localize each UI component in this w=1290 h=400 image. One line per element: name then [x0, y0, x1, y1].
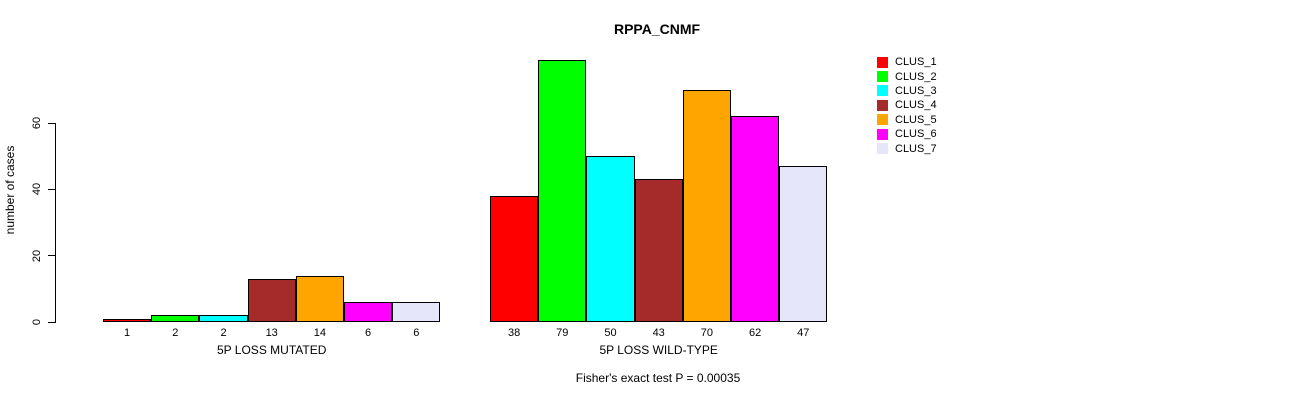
legend-item-clus_2: CLUS_2 [877, 69, 937, 83]
y-tick-mark [48, 321, 55, 323]
bar-clus_5-wild-type [682, 89, 731, 322]
legend-color-swatch [877, 143, 888, 155]
y-tick-label: 0 [31, 318, 43, 326]
fisher-test-annotation: Fisher's exact test P = 0.00035 [575, 371, 741, 385]
bar-value-label: 6 [413, 327, 420, 339]
bar-value-label: 2 [220, 327, 227, 339]
y-tick-label: 20 [31, 249, 43, 262]
legend-item-clus_5: CLUS_5 [877, 113, 937, 127]
legend-item-label: CLUS_6 [895, 128, 937, 141]
legend-item-clus_6: CLUS_6 [877, 127, 937, 141]
bar-clus_2-mutated [151, 315, 200, 322]
bar-value-label: 43 [652, 327, 665, 339]
bar-value-label: 1 [124, 327, 131, 339]
legend-color-swatch [877, 114, 888, 126]
y-tick-label: 40 [31, 183, 43, 196]
bar-clus_3-wild-type [586, 156, 635, 322]
bar-clus_1-wild-type [490, 195, 539, 322]
bar-value-label: 6 [365, 327, 372, 339]
y-axis-line [55, 123, 56, 323]
legend-color-swatch [877, 85, 888, 97]
bar-value-label: 47 [797, 327, 810, 339]
bar-clus_1-mutated [103, 318, 152, 322]
bar-clus_4-wild-type [634, 179, 683, 322]
legend-color-swatch [877, 99, 888, 111]
y-tick-mark [48, 255, 55, 257]
bar-clus_6-wild-type [731, 116, 780, 322]
legend-color-swatch [877, 128, 888, 140]
legend-item-clus_3: CLUS_3 [877, 84, 937, 98]
bar-clus_7-wild-type [779, 166, 828, 322]
legend-item-label: CLUS_3 [895, 84, 937, 97]
bar-value-label: 62 [748, 327, 762, 339]
legend-item-clus_4: CLUS_4 [877, 98, 937, 112]
legend-item-clus_1: CLUS_1 [877, 55, 937, 69]
y-axis-label: number of cases [3, 145, 17, 235]
bar-clus_4-mutated [247, 278, 296, 322]
legend-item-label: CLUS_4 [895, 99, 937, 112]
y-tick-mark [48, 188, 55, 190]
y-tick-mark [48, 122, 55, 124]
bar-clus_2-wild-type [538, 59, 587, 322]
bar-clus_3-mutated [199, 315, 248, 322]
x-axis-label-mutated: 5P LOSS MUTATED [217, 343, 327, 357]
x-axis-label-wild-type: 5P LOSS WILD-TYPE [599, 343, 718, 357]
bar-value-label: 13 [265, 327, 278, 339]
bar-value-label: 79 [556, 327, 569, 339]
legend-color-swatch [877, 71, 888, 83]
y-tick-label: 60 [31, 116, 43, 130]
bar-clus_5-mutated [295, 275, 344, 322]
legend-item-label: CLUS_2 [895, 70, 937, 83]
legend-item-label: CLUS_7 [895, 142, 937, 155]
legend: CLUS_1 CLUS_2 CLUS_3 CLUS_4 CLUS_5 CLUS_6 CLUS… [877, 55, 937, 156]
bar-value-label: 70 [700, 327, 714, 339]
legend-item-clus_7: CLUS_7 [877, 141, 937, 155]
bar-value-label: 2 [172, 327, 179, 339]
bar-clus_6-mutated [344, 302, 393, 322]
bar-clus_7-mutated [392, 302, 441, 322]
legend-item-label: CLUS_5 [895, 113, 937, 126]
bar-value-label: 50 [604, 327, 617, 339]
bar-value-label: 38 [507, 327, 521, 339]
bar-value-label: 14 [313, 327, 327, 339]
legend-color-swatch [877, 56, 888, 68]
legend-item-label: CLUS_1 [895, 56, 937, 69]
chart-title: RPPA_CNMF [613, 21, 701, 37]
